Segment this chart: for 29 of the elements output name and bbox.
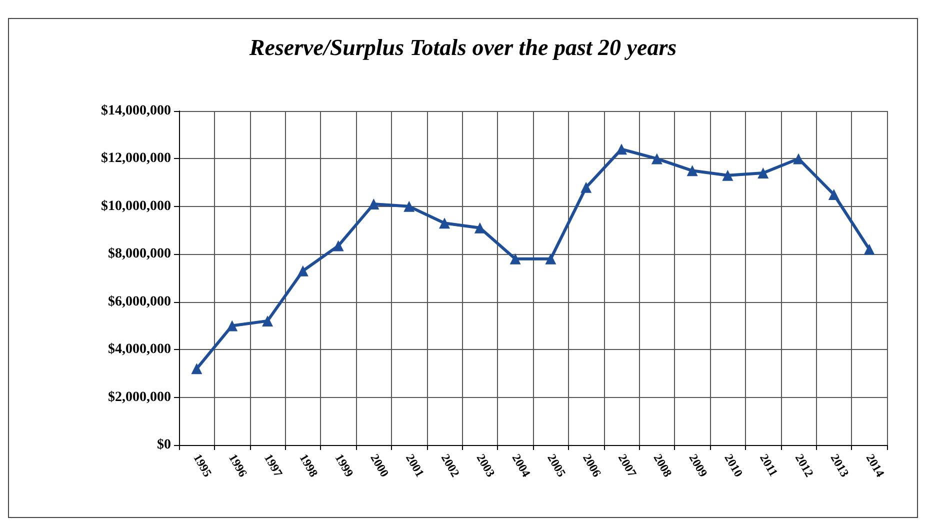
y-tick-label: $6,000,000 <box>108 294 171 310</box>
point <box>545 253 556 264</box>
y-tick-label: $2,000,000 <box>108 390 171 405</box>
y-tick-label: $12,000,000 <box>101 151 171 166</box>
y-tick-label: $8,000,000 <box>108 246 171 262</box>
point <box>404 200 415 212</box>
y-tick-label: $10,000,000 <box>101 198 171 214</box>
y-tick-label: $14,000,000 <box>101 104 171 118</box>
point <box>864 244 875 255</box>
point <box>226 320 238 332</box>
point <box>616 144 627 155</box>
y-tick-label: $4,000,000 <box>108 342 171 358</box>
chart-title: Reserve/Surplus Totals over the past 20 years <box>248 35 677 60</box>
point <box>758 168 769 179</box>
point <box>474 222 486 234</box>
point <box>297 265 308 276</box>
point <box>191 363 202 374</box>
y-tick-label: $0 <box>157 438 171 452</box>
point <box>262 315 273 326</box>
point <box>686 165 698 176</box>
point <box>651 153 662 164</box>
point <box>828 189 840 200</box>
point <box>722 170 734 181</box>
point <box>368 198 380 210</box>
point <box>510 253 521 264</box>
point <box>439 218 450 229</box>
point <box>332 240 344 252</box>
point <box>793 153 804 164</box>
point <box>580 182 592 193</box>
